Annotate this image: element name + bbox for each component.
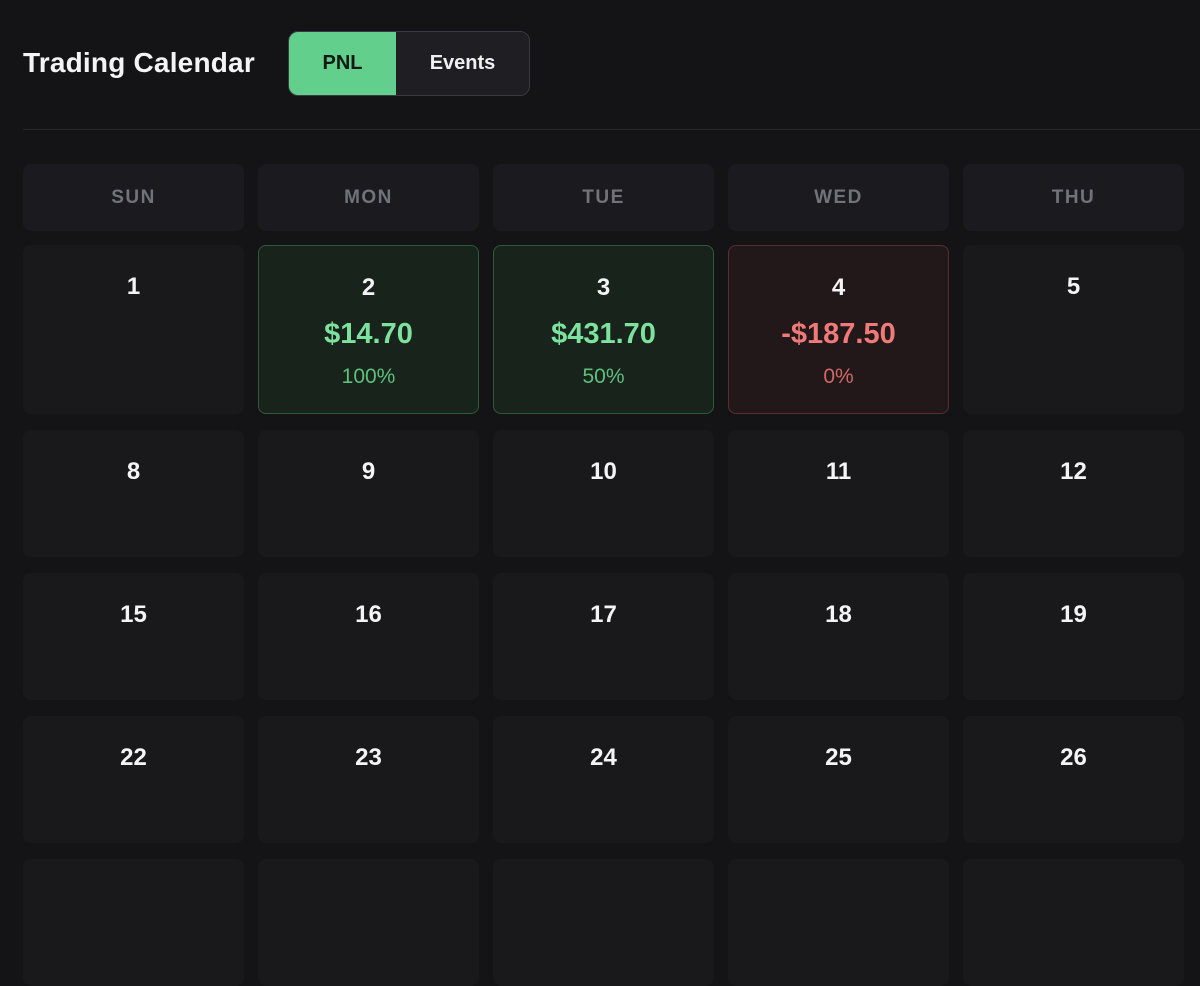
calendar-day-cell[interactable] [728,859,949,986]
calendar-day-cell[interactable]: 26 [963,716,1184,843]
day-win-rate: 50% [582,365,625,388]
day-number: 12 [1060,458,1087,485]
calendar-day-cell[interactable] [258,859,479,986]
day-number: 18 [825,601,852,628]
calendar-day-cell[interactable]: 16 [258,573,479,700]
day-win-rate: 0% [823,365,854,388]
day-number: 1 [126,273,141,300]
calendar-day-cell[interactable]: 4 -$187.50 0% [728,245,949,414]
day-number: 26 [1060,744,1087,771]
day-number: 8 [126,458,141,485]
weekday-header: WED [728,164,949,231]
calendar-day-cell[interactable]: 25 [728,716,949,843]
day-number: 22 [120,744,147,771]
calendar-day-cell[interactable] [23,859,244,986]
calendar-day-cell[interactable]: 17 [493,573,714,700]
day-number: 3 [596,274,611,301]
weekday-header: SUN [23,164,244,231]
calendar-day-cell[interactable]: 19 [963,573,1184,700]
day-number: 11 [825,458,852,485]
day-number: 2 [361,274,376,301]
day-win-rate: 100% [341,365,396,388]
day-number: 4 [831,274,846,301]
calendar-day-cell[interactable]: 10 [493,430,714,557]
calendar-day-cell[interactable]: 23 [258,716,479,843]
day-number: 9 [361,458,376,485]
view-toggle: PNL Events [288,31,530,96]
day-number: 25 [825,744,852,771]
calendar-day-cell[interactable]: 3 $431.70 50% [493,245,714,414]
calendar-day-cell[interactable]: 5 [963,245,1184,414]
calendar-day-cell[interactable]: 2 $14.70 100% [258,245,479,414]
day-number: 23 [355,744,382,771]
calendar-day-cell[interactable]: 1 [23,245,244,414]
calendar-day-cell[interactable]: 12 [963,430,1184,557]
day-number: 17 [590,601,617,628]
calendar-day-cell[interactable]: 24 [493,716,714,843]
day-pnl-value: $14.70 [324,318,413,350]
day-number: 19 [1060,601,1087,628]
calendar-day-cell[interactable]: 22 [23,716,244,843]
day-number: 24 [590,744,617,771]
day-pnl-value: -$187.50 [781,318,896,350]
day-number: 10 [590,458,617,485]
weekday-header: TUE [493,164,714,231]
toggle-pnl-button[interactable]: PNL [289,32,396,95]
day-pnl-value: $431.70 [551,318,656,350]
header-divider [23,129,1200,130]
day-number: 15 [120,601,147,628]
calendar-day-cell[interactable]: 8 [23,430,244,557]
calendar-day-cell[interactable] [493,859,714,986]
weekday-header: THU [963,164,1184,231]
header: Trading Calendar PNL Events [0,0,1200,130]
toggle-events-button[interactable]: Events [396,32,529,95]
calendar-day-cell[interactable]: 9 [258,430,479,557]
calendar-day-cell[interactable]: 11 [728,430,949,557]
page-title: Trading Calendar [23,47,255,78]
day-number: 16 [355,601,382,628]
day-number: 5 [1066,273,1081,300]
calendar-day-cell[interactable] [963,859,1184,986]
weekday-header: MON [258,164,479,231]
calendar-day-cell[interactable]: 18 [728,573,949,700]
calendar-day-cell[interactable]: 15 [23,573,244,700]
